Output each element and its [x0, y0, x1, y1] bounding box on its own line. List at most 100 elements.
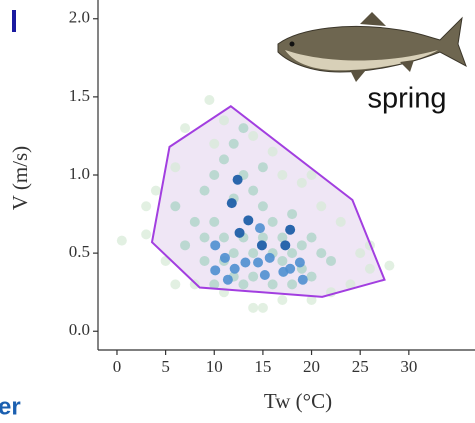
point — [218, 232, 229, 243]
point — [278, 266, 289, 277]
point — [209, 170, 220, 180]
point — [277, 232, 288, 243]
point — [218, 115, 229, 126]
point — [316, 201, 327, 212]
point — [234, 227, 245, 238]
cropped-text: er — [0, 393, 21, 418]
hull-outline — [150, 105, 386, 298]
hull-area — [151, 106, 385, 297]
point — [180, 240, 191, 251]
x-tick-label: 25 — [352, 357, 369, 376]
point — [335, 216, 346, 227]
point — [306, 295, 317, 305]
point — [222, 274, 233, 285]
point — [218, 154, 229, 165]
point — [238, 123, 249, 134]
point — [267, 146, 278, 157]
point — [232, 174, 243, 185]
point — [228, 138, 239, 149]
point — [306, 271, 317, 282]
point — [199, 185, 210, 196]
point — [296, 240, 307, 251]
season-label: spring — [368, 83, 447, 115]
point — [170, 279, 181, 290]
point — [285, 224, 296, 235]
point — [199, 232, 210, 243]
point — [257, 302, 268, 313]
point — [210, 240, 221, 251]
point — [248, 185, 259, 196]
point — [277, 295, 288, 305]
point — [150, 185, 161, 196]
point — [209, 138, 220, 149]
point — [219, 252, 230, 263]
point — [243, 215, 254, 226]
point — [306, 170, 317, 180]
point — [384, 260, 395, 271]
point — [189, 216, 200, 227]
point — [248, 130, 259, 141]
point — [287, 209, 298, 220]
y-tick-label: 1.0 — [69, 164, 90, 183]
y-tick-label: 0.5 — [69, 242, 90, 261]
point — [294, 257, 305, 268]
x-axis-label: Tw (°C) — [264, 389, 332, 413]
point — [253, 257, 264, 268]
point — [248, 302, 259, 313]
point — [355, 248, 366, 259]
point — [199, 255, 210, 266]
point — [277, 170, 288, 180]
x-tick-label: 10 — [206, 357, 223, 376]
point — [240, 257, 251, 268]
x-tick-label: 0 — [113, 357, 122, 376]
point — [209, 216, 220, 227]
x-tick-label: 5 — [161, 357, 170, 376]
point — [170, 201, 181, 212]
fish-illustration — [277, 12, 467, 82]
point — [229, 263, 240, 274]
point — [254, 223, 265, 234]
point — [287, 248, 298, 259]
point — [226, 198, 237, 209]
cropped-glyph — [12, 10, 16, 32]
point — [256, 240, 267, 251]
point — [296, 177, 307, 188]
y-tick-label: 2.0 — [69, 8, 90, 27]
point — [277, 255, 288, 266]
point — [287, 279, 298, 290]
point — [306, 232, 317, 243]
point — [228, 248, 239, 259]
point — [209, 279, 220, 290]
point — [316, 248, 327, 259]
point — [297, 274, 308, 285]
point — [364, 263, 375, 274]
x-tick-label: 15 — [254, 357, 271, 376]
y-tick-label: 0.0 — [69, 320, 90, 339]
point — [180, 123, 191, 134]
point — [210, 265, 221, 276]
point — [326, 255, 337, 266]
point — [267, 216, 278, 227]
y-tick-label: 1.5 — [69, 86, 90, 105]
plot-area: 0.0 0.5 1.0 1.5 2.0 0 5 10 15 20 25 30 — [69, 0, 475, 376]
point — [345, 279, 356, 290]
y-axis-label: V (m/s) — [8, 146, 32, 210]
point — [280, 240, 291, 251]
point — [141, 201, 152, 212]
point — [170, 162, 181, 173]
point — [257, 162, 268, 173]
point — [257, 201, 268, 212]
point — [204, 95, 215, 105]
point — [116, 235, 127, 246]
point — [257, 232, 268, 243]
point — [248, 271, 259, 282]
point — [238, 279, 249, 290]
point — [141, 229, 152, 240]
x-tick-label: 20 — [303, 357, 320, 376]
point — [267, 279, 278, 290]
point — [264, 252, 275, 263]
point — [248, 248, 259, 259]
x-tick-label: 30 — [400, 357, 417, 376]
